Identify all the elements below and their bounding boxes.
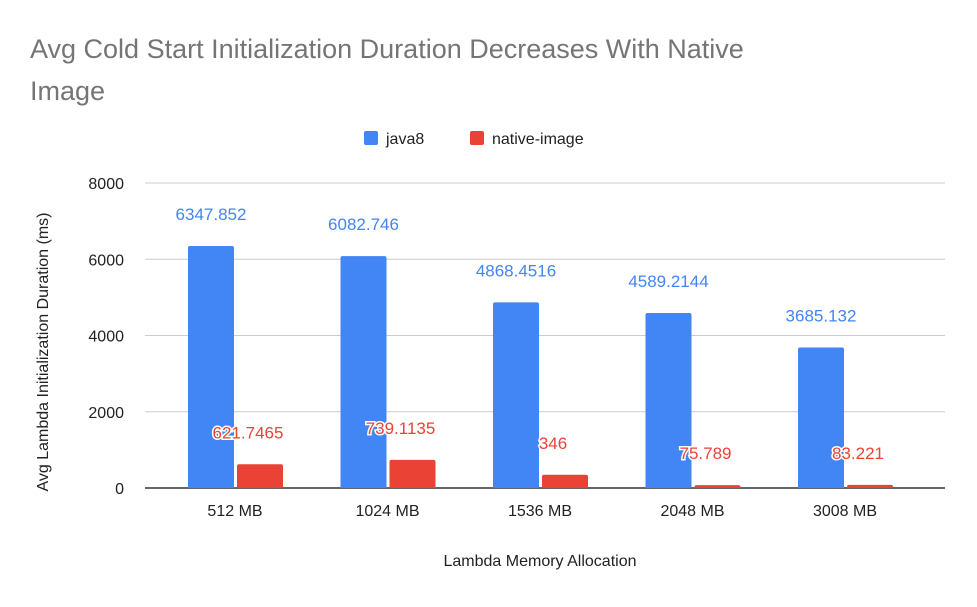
data-label-java8: 3685.132: [786, 307, 857, 326]
data-label-java8: 6082.746: [328, 215, 399, 234]
bar-native-image: [694, 485, 741, 488]
bar-native-image: [237, 464, 283, 488]
data-label-native-image: 346: [539, 434, 567, 453]
y-axis-ticks: 0 2000 4000 6000 8000: [88, 176, 124, 498]
bar-java8: [798, 347, 844, 488]
x-axis-label: Lambda Memory Allocation: [444, 553, 637, 570]
bar-java8: [645, 313, 692, 488]
legend-swatch-java8: [364, 131, 378, 145]
data-label-native-image: 739.1135: [366, 419, 436, 438]
x-axis-ticks: 512 MB 1024 MB 1536 MB 2048 MB 3008 MB: [207, 503, 877, 520]
x-tick-label: 1536 MB: [508, 503, 572, 520]
data-label-native-image: 83.221: [832, 444, 884, 463]
bar-java8: [340, 256, 387, 488]
legend-swatch-native-image: [470, 131, 484, 145]
x-tick-label: 1024 MB: [355, 503, 419, 520]
x-tick-label: 512 MB: [207, 503, 262, 520]
data-label-native-image: 621.7465: [213, 423, 284, 442]
data-label-java8: 6347.852: [176, 205, 247, 224]
legend-label-java8: java8: [385, 131, 424, 148]
chart-title: Avg Cold Start Initialization Duration D…: [30, 34, 744, 106]
y-tick-label: 0: [115, 481, 124, 498]
bars: 6347.852 621.7465 6082.746 739.1135 4868.451…: [174, 203, 893, 488]
x-tick-label: 3008 MB: [813, 503, 877, 520]
data-label-java8: 4589.2144: [628, 272, 708, 291]
bar-java8: [493, 302, 539, 488]
bar-native-image: [389, 459, 436, 488]
bar-native-image: [542, 474, 588, 488]
y-tick-label: 8000: [88, 176, 124, 193]
y-tick-label: 2000: [88, 405, 124, 422]
data-label-java8: 4868.4516: [476, 261, 556, 280]
y-axis-label: Avg Lambda Initialization Duration (ms): [35, 213, 52, 492]
legend-label-native-image: native-image: [492, 131, 584, 148]
x-tick-label: 2048 MB: [660, 503, 724, 520]
bar-java8: [188, 245, 234, 488]
bar-native-image: [847, 484, 893, 488]
y-tick-label: 6000: [88, 252, 124, 269]
data-label-native-image: 75.789: [680, 444, 732, 463]
y-tick-label: 4000: [88, 329, 124, 346]
legend: java8 native-image: [364, 131, 584, 148]
